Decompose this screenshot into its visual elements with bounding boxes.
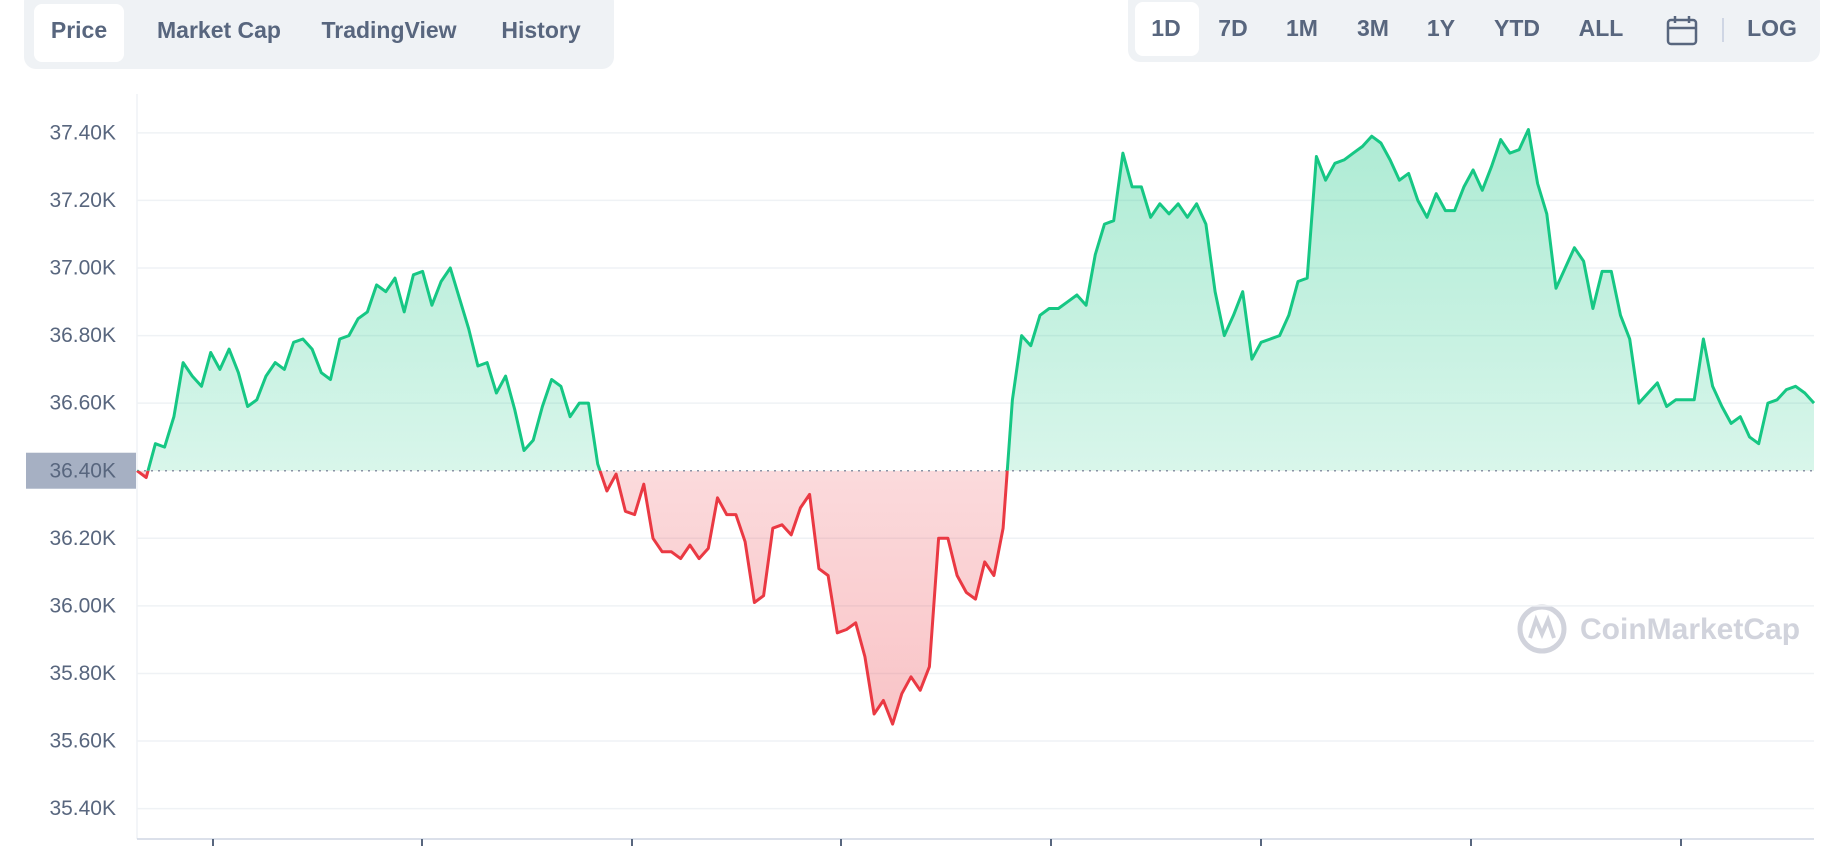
- y-tick-label: 37.20K: [49, 189, 116, 212]
- baseline-label-bg: [26, 452, 136, 489]
- watermark-text: CoinMarketCap: [1580, 613, 1800, 646]
- range-button[interactable]: 1M: [1286, 15, 1318, 41]
- calendar-icon[interactable]: [1666, 16, 1698, 46]
- tab-active-bg: [34, 4, 124, 62]
- y-tick-label: 37.40K: [49, 121, 116, 144]
- range-button[interactable]: YTD: [1494, 15, 1540, 41]
- y-tick-label: 36.00K: [49, 594, 116, 617]
- tab[interactable]: Price: [51, 17, 107, 43]
- tab[interactable]: TradingView: [321, 17, 456, 43]
- y-tick-label: 35.80K: [49, 662, 116, 685]
- range-button[interactable]: 1D: [1151, 15, 1180, 41]
- y-tick-label: 37.00K: [49, 257, 116, 280]
- tab[interactable]: Market Cap: [157, 17, 281, 43]
- y-tick-label: 36.20K: [49, 527, 116, 550]
- price-line-up: [136, 128, 1816, 471]
- y-tick-label: 36.60K: [49, 392, 116, 415]
- x-tick-marks: [212, 839, 1682, 846]
- tab[interactable]: History: [501, 17, 580, 43]
- price-line-down: [136, 470, 1009, 726]
- range-button[interactable]: 7D: [1218, 15, 1247, 41]
- log-button[interactable]: LOG: [1747, 15, 1797, 41]
- range-button[interactable]: 3M: [1357, 15, 1389, 41]
- range-button[interactable]: 1Y: [1427, 15, 1455, 41]
- y-tick-label: 36.80K: [49, 324, 116, 347]
- y-tick-label: 36.40K: [49, 459, 116, 482]
- y-tick-label: 35.60K: [49, 730, 116, 753]
- area-up: [137, 129, 1814, 471]
- range-active-bg: [1135, 2, 1199, 56]
- y-tick-label: 35.40K: [49, 797, 116, 820]
- tab-group: [24, 0, 614, 69]
- area-down: [137, 470, 1008, 725]
- range-group: [1128, 0, 1820, 62]
- watermark: CoinMarketCap: [1517, 604, 1800, 654]
- range-button[interactable]: ALL: [1579, 15, 1624, 41]
